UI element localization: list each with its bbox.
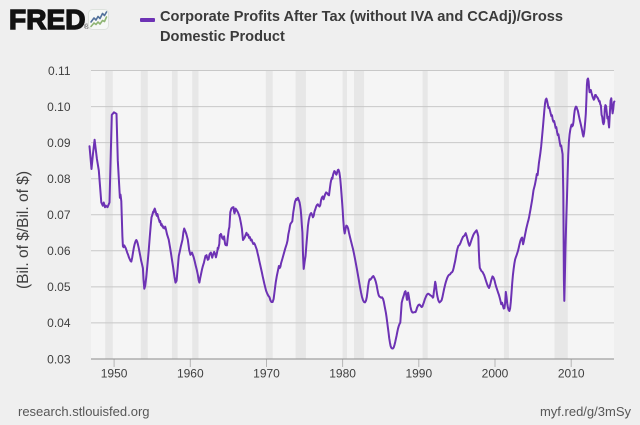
svg-text:2000: 2000	[482, 367, 509, 381]
svg-text:1980: 1980	[329, 367, 356, 381]
svg-text:1990: 1990	[405, 367, 432, 381]
svg-text:0.05: 0.05	[47, 280, 71, 294]
svg-text:0.09: 0.09	[47, 136, 71, 150]
svg-text:0.03: 0.03	[47, 352, 71, 366]
svg-text:2010: 2010	[558, 367, 585, 381]
svg-text:0.11: 0.11	[48, 64, 71, 78]
svg-text:0.08: 0.08	[47, 172, 71, 186]
svg-text:0.07: 0.07	[47, 208, 71, 222]
svg-text:1950: 1950	[101, 367, 128, 381]
svg-text:0.04: 0.04	[47, 316, 71, 330]
svg-text:0.10: 0.10	[47, 100, 71, 114]
svg-text:1960: 1960	[177, 367, 204, 381]
svg-text:0.06: 0.06	[47, 244, 71, 258]
svg-text:1970: 1970	[253, 367, 280, 381]
